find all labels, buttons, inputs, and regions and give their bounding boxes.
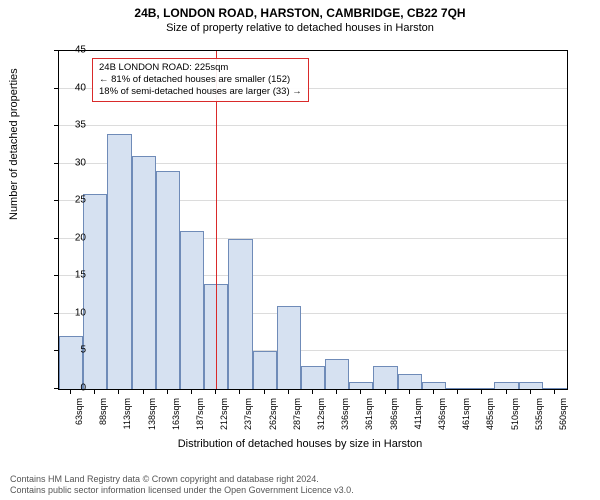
x-tick-mark	[191, 390, 192, 394]
reference-line	[216, 51, 217, 389]
y-tick-label: 15	[56, 270, 86, 281]
histogram-bar	[253, 351, 277, 389]
y-tick-mark	[54, 313, 58, 314]
y-tick-mark	[54, 275, 58, 276]
histogram-bar	[277, 306, 301, 389]
y-tick-mark	[54, 238, 58, 239]
histogram-bar	[398, 374, 422, 389]
y-tick-mark	[54, 88, 58, 89]
histogram-bar	[325, 359, 349, 389]
x-tick-mark	[215, 390, 216, 394]
histogram-bar	[83, 194, 107, 389]
histogram-bar	[132, 156, 156, 389]
annotation-box: 24B LONDON ROAD: 225sqm ← 81% of detache…	[92, 58, 309, 102]
y-tick-label: 25	[56, 195, 86, 206]
x-tick-mark	[264, 390, 265, 394]
footer-line-2: Contains public sector information licen…	[10, 485, 354, 496]
x-tick-mark	[506, 390, 507, 394]
x-tick-mark	[336, 390, 337, 394]
y-tick-label: 45	[56, 45, 86, 56]
y-tick-mark	[54, 50, 58, 51]
histogram-bar	[494, 382, 518, 390]
chart-subtitle: Size of property relative to detached ho…	[0, 20, 600, 38]
y-tick-mark	[54, 350, 58, 351]
y-tick-mark	[54, 388, 58, 389]
x-tick-mark	[239, 390, 240, 394]
histogram-bar	[373, 366, 397, 389]
histogram-bar	[470, 388, 494, 389]
annotation-line-3: 18% of semi-detached houses are larger (…	[99, 86, 302, 98]
y-tick-label: 5	[56, 345, 86, 356]
y-tick-label: 20	[56, 232, 86, 243]
x-tick-mark	[554, 390, 555, 394]
x-tick-mark	[457, 390, 458, 394]
y-tick-label: 30	[56, 157, 86, 168]
histogram-bar	[156, 171, 180, 389]
histogram-bar	[180, 231, 204, 389]
histogram-bar	[349, 382, 373, 390]
histogram-bar	[543, 388, 567, 389]
y-tick-mark	[54, 163, 58, 164]
annotation-line-2: ← 81% of detached houses are smaller (15…	[99, 74, 302, 86]
y-axis-label: Number of detached properties	[8, 68, 20, 220]
x-axis-label: Distribution of detached houses by size …	[0, 438, 600, 450]
x-tick-mark	[312, 390, 313, 394]
y-tick-mark	[54, 125, 58, 126]
y-tick-label: 35	[56, 120, 86, 131]
histogram-bar	[446, 388, 470, 389]
footer-line-1: Contains HM Land Registry data © Crown c…	[10, 474, 354, 485]
histogram-bar	[107, 134, 131, 389]
chart-title: 24B, LONDON ROAD, HARSTON, CAMBRIDGE, CB…	[0, 0, 600, 20]
x-tick-mark	[385, 390, 386, 394]
x-tick-mark	[530, 390, 531, 394]
x-tick-mark	[481, 390, 482, 394]
x-tick-mark	[118, 390, 119, 394]
y-tick-label: 40	[56, 82, 86, 93]
x-tick-mark	[360, 390, 361, 394]
x-tick-mark	[409, 390, 410, 394]
x-tick-mark	[288, 390, 289, 394]
x-tick-mark	[70, 390, 71, 394]
x-tick-mark	[143, 390, 144, 394]
histogram-bar	[519, 382, 543, 390]
annotation-line-1: 24B LONDON ROAD: 225sqm	[99, 62, 302, 74]
histogram-bar	[422, 382, 446, 390]
histogram-bar	[301, 366, 325, 389]
x-tick-mark	[167, 390, 168, 394]
x-tick-mark	[433, 390, 434, 394]
y-tick-mark	[54, 200, 58, 201]
y-tick-label: 10	[56, 307, 86, 318]
copyright-footer: Contains HM Land Registry data © Crown c…	[10, 474, 354, 496]
histogram-bar	[228, 239, 252, 389]
grid-line	[59, 125, 567, 126]
x-tick-mark	[94, 390, 95, 394]
